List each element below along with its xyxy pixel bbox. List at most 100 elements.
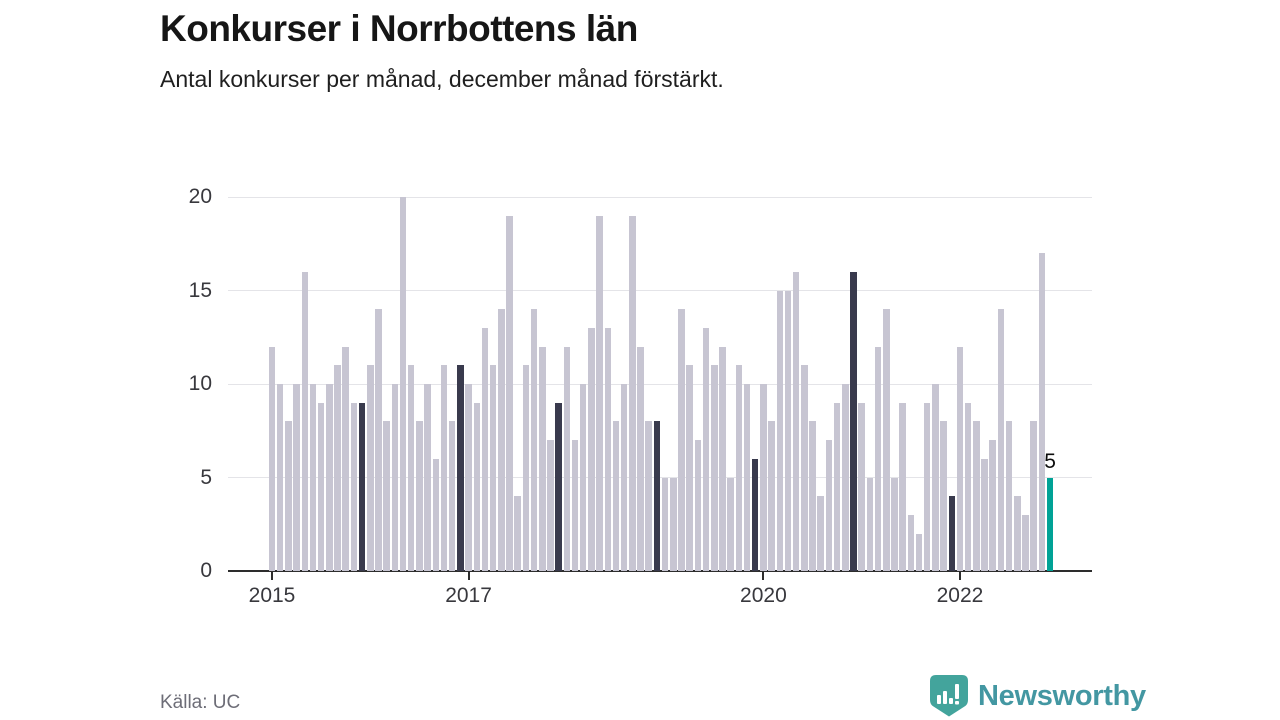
bar-december: [751, 458, 759, 571]
bar-month: [350, 402, 358, 571]
bar-month: [399, 197, 407, 571]
bar-month: [1030, 421, 1037, 571]
bar-month: [563, 346, 571, 571]
bar-month: [326, 384, 333, 571]
bar-month: [440, 365, 448, 571]
bar-month: [301, 271, 308, 571]
bar-month: [735, 365, 743, 571]
bar-month: [858, 402, 865, 571]
bar-month: [342, 346, 349, 571]
x-axis-tick-label: 2022: [936, 584, 984, 607]
x-axis-tick-mark: [271, 572, 273, 580]
bar-month: [907, 514, 915, 571]
bar-month: [670, 477, 677, 571]
bar-month: [620, 384, 628, 571]
bar-month: [637, 346, 644, 571]
bar-month: [719, 346, 726, 571]
x-axis-tick-label: 2020: [740, 584, 787, 607]
x-axis-tick-mark: [762, 572, 765, 580]
bar-month: [334, 365, 341, 571]
y-axis-tick-label: 20: [188, 185, 212, 208]
bar-month: [678, 309, 685, 571]
bar-month: [833, 402, 841, 571]
bar-month: [825, 440, 833, 571]
newsworthy-logo-icon: [930, 675, 968, 717]
bar-month: [686, 365, 693, 571]
bar-month: [522, 365, 530, 571]
bar-month: [915, 533, 923, 571]
bar-month: [760, 384, 767, 571]
bar-month: [539, 346, 546, 571]
gridline-y-10: [228, 383, 1092, 385]
page-title: Konkurser i Norrbottens län: [160, 8, 638, 49]
bar-month: [866, 477, 874, 571]
y-axis-tick-label: 15: [188, 278, 212, 302]
bar-month: [899, 402, 906, 571]
bar-month: [923, 402, 931, 571]
bar-month: [956, 346, 964, 571]
bar-month: [317, 402, 325, 571]
bar-month: [604, 327, 612, 571]
bar-month: [743, 384, 751, 571]
bar-month: [981, 458, 988, 571]
bar-month: [448, 421, 456, 571]
source-label: Källa: UC: [160, 692, 241, 713]
bar-month: [694, 440, 702, 571]
bar-month: [645, 421, 652, 571]
latest-value-label: 5: [1044, 449, 1056, 473]
bar-month: [711, 365, 718, 571]
y-axis-tick-label: 0: [200, 559, 212, 582]
bar-month: [989, 440, 996, 571]
bar-month: [473, 402, 480, 571]
bar-month: [801, 365, 808, 571]
bar-december: [948, 496, 956, 571]
bar-month: [817, 496, 824, 571]
bar-month: [481, 327, 489, 571]
bar-month: [702, 327, 710, 571]
bar-month: [391, 384, 399, 571]
brand-logo: Newsworthy: [930, 675, 1146, 717]
bar-month: [367, 365, 374, 571]
bar-month: [932, 384, 939, 571]
bar-month: [293, 384, 300, 571]
bar-month: [874, 346, 882, 571]
bar-december: [850, 271, 857, 571]
bar-month: [1038, 253, 1046, 571]
bar-december: [457, 365, 464, 571]
bar-month: [940, 421, 947, 571]
bar-december: [555, 402, 562, 571]
bar-month: [530, 309, 538, 571]
bar-month: [768, 421, 775, 571]
bar-month: [629, 215, 636, 571]
bar-month: [309, 384, 317, 571]
bar-december: [653, 421, 661, 571]
x-axis-line: [228, 570, 1092, 572]
bar-month: [588, 327, 595, 571]
bar-month: [268, 346, 276, 571]
bar-month: [612, 421, 620, 571]
bar-month: [842, 384, 849, 571]
bar-month: [579, 384, 587, 571]
bar-month: [432, 458, 440, 571]
bar-month: [997, 309, 1005, 571]
bar-month: [424, 384, 431, 571]
bar-month: [1022, 514, 1029, 571]
bar-december: [358, 402, 366, 571]
bar-month: [506, 215, 513, 571]
bar-month: [383, 421, 390, 571]
bar-month: [498, 309, 505, 571]
bar-month: [784, 290, 792, 571]
bar-month: [1014, 496, 1021, 571]
bar-month: [514, 496, 521, 571]
bar-month: [596, 215, 603, 571]
bar-month: [416, 421, 423, 571]
bar-latest-month: [1046, 477, 1054, 571]
bar-month: [792, 271, 800, 571]
bar-month: [727, 477, 734, 571]
bar-month: [407, 365, 415, 571]
gridline-y-20: [228, 196, 1092, 198]
page-subtitle: Antal konkurser per månad, december måna…: [160, 66, 724, 92]
bar-month: [891, 477, 898, 571]
bar-month: [489, 365, 497, 571]
